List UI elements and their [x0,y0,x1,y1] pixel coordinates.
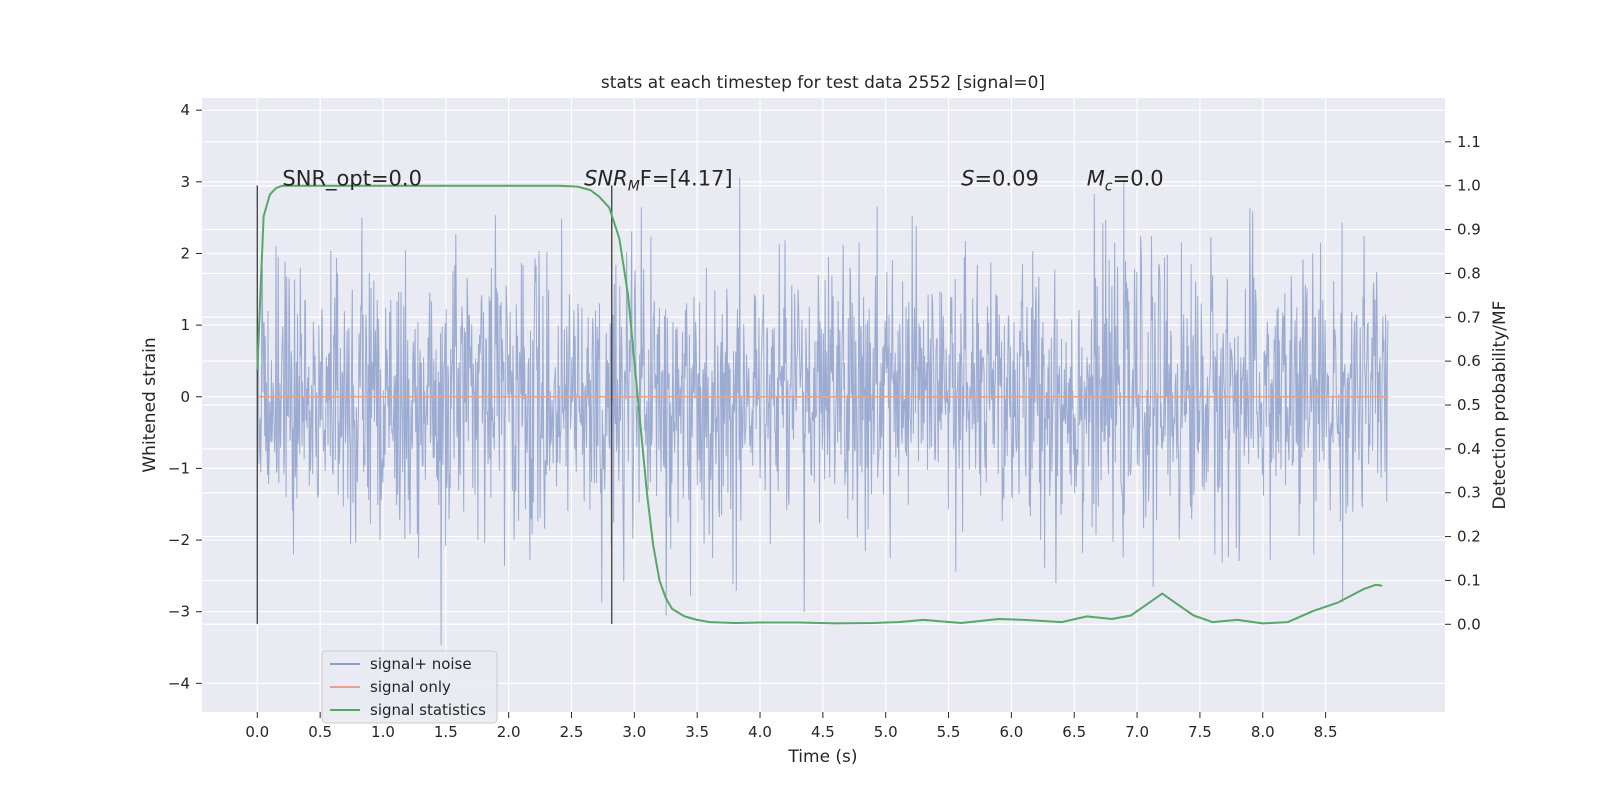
x-tick-label: 7.5 [1188,723,1212,741]
legend-box [321,650,498,724]
x-tick-label: 5.0 [874,723,898,741]
x-tick-label: 0.5 [308,723,332,741]
signal-noise-series [256,177,1389,646]
x-tick-label: 2.0 [497,723,521,741]
x-tick-label: 8.5 [1314,723,1338,741]
y-right-tick-label: 0.6 [1457,352,1481,370]
y-right-tick-label: 0.3 [1457,484,1481,502]
y-right-tick-label: 0.7 [1457,308,1481,326]
y-left-tick-label: −1 [168,459,190,477]
annotations: SNR_opt=0.0 SNRMF=[4.17] S=0.09 Mc=0.0 [282,166,1163,194]
y-right-tick-label: 0.9 [1457,221,1481,239]
x-tick-label: 1.0 [371,723,395,741]
signal-statistics-line [256,184,1383,625]
y-right-tick-label: 0.4 [1457,440,1481,458]
vertical-markers [256,185,613,624]
y-left-tick-label: 2 [180,244,190,262]
y-right-tick-label: 1.0 [1457,177,1481,195]
y-axis-right-ticks: 1.1 1.0 0.9 0.8 0.7 0.6 0.5 0.4 0.3 0.2 0.1 0.0 [1445,133,1481,633]
y-left-tick-label: −4 [168,674,190,692]
annotation-text: S=0.09 [961,166,1039,190]
x-tick-label: 6.0 [999,723,1023,741]
signal-noise-line [256,177,1389,646]
y-right-tick-label: 0.1 [1457,571,1481,589]
y-left-tick-label: 4 [180,101,190,119]
annotation-text: SNRMF=[4.17] [584,166,733,194]
x-tick-label: 6.5 [1062,723,1086,741]
y-left-tick-label: 1 [180,316,190,334]
y-axis-left-label: Whitened strain [140,337,160,472]
x-tick-label: 7.0 [1125,723,1149,741]
annotation-text: SNR_opt=0.0 [282,166,422,191]
y-right-tick-label: 0.2 [1457,528,1481,546]
y-left-tick-label: −3 [168,603,190,621]
x-axis-label: Time (s) [787,747,857,767]
y-right-tick-label: 0.8 [1457,264,1481,282]
y-left-tick-label: 3 [180,173,190,191]
annotation-text: Mc=0.0 [1087,166,1164,194]
y-right-tick-label: 0.0 [1457,615,1481,633]
x-tick-label: 8.0 [1251,723,1275,741]
signal-statistics-series [256,184,1383,625]
legend-label: signal statistics [370,701,486,719]
x-tick-label: 4.5 [811,723,835,741]
x-tick-label: 0.0 [245,723,269,741]
y-right-tick-label: 1.1 [1457,133,1481,151]
chart-title: stats at each timestep for test data 255… [601,73,1045,93]
x-axis-ticks: 0.0 0.5 1.0 1.5 2.0 2.5 3.0 3.5 4.0 4.5 5.0 5.5 6.0 6… [245,712,1338,741]
x-tick-label: 3.5 [685,723,709,741]
y-left-tick-label: 0 [180,388,190,406]
legend: signal+ noise signal only signal statistic… [321,650,498,724]
legend-label: signal+ noise [370,655,472,673]
x-tick-label: 3.0 [622,723,646,741]
x-tick-label: 5.5 [937,723,961,741]
x-tick-label: 4.0 [748,723,772,741]
y-axis-left-ticks: 4 3 2 1 0 −1 −2 −3 −4 [168,101,202,692]
y-left-tick-label: −2 [168,531,190,549]
legend-label: signal only [370,678,451,696]
x-tick-label: 1.5 [434,723,458,741]
x-tick-label: 2.5 [560,723,584,741]
y-right-tick-label: 0.5 [1457,396,1481,414]
y-axis-right-label: Detection probability/MF [1490,301,1510,510]
